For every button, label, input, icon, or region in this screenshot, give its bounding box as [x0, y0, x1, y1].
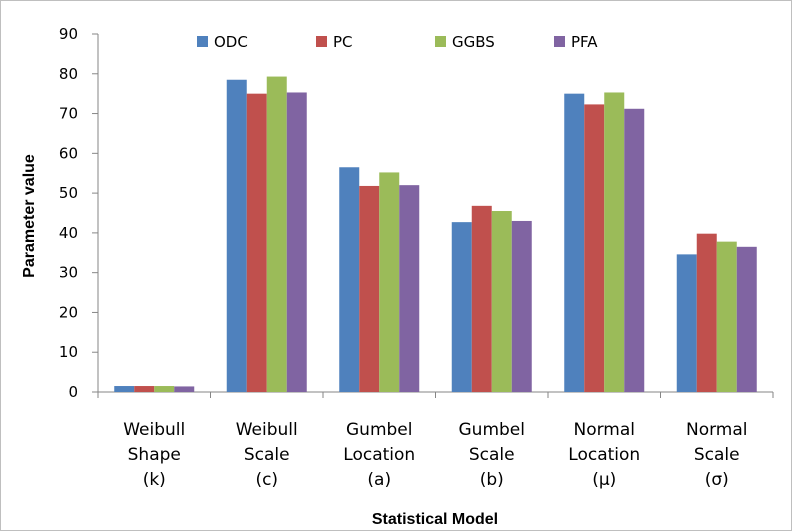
legend-label-ggbs: GGBS — [452, 33, 495, 51]
legend: ODC PC GGBS PFA — [197, 33, 598, 51]
x-category-label: Normal Scale (σ) — [686, 420, 748, 490]
bar-pfa-1 — [286, 92, 307, 393]
bar-pfa-0 — [174, 386, 195, 392]
bar-odc-5 — [676, 254, 697, 392]
y-tick-label: 10 — [59, 343, 78, 361]
bar-pc-1 — [246, 93, 267, 393]
x-category-label: Normal Location (μ) — [568, 420, 640, 490]
bar-pc-3 — [471, 205, 492, 392]
legend-swatch-pc — [316, 36, 327, 47]
bar-odc-3 — [451, 222, 472, 392]
y-tick-label: 0 — [68, 383, 78, 401]
x-category-label: Gumbel Location (a) — [343, 420, 415, 490]
bar-odc-1 — [226, 79, 247, 392]
bar-pfa-5 — [736, 246, 757, 392]
bar-odc-4 — [564, 93, 585, 393]
y-tick-label: 80 — [59, 65, 78, 83]
bar-pc-4 — [584, 104, 605, 392]
bar-ggbs-5 — [716, 241, 737, 392]
legend-swatch-pfa — [554, 36, 565, 47]
y-tick-label: 70 — [59, 105, 78, 123]
axes — [92, 33, 774, 398]
bar-pfa-3 — [511, 220, 532, 392]
x-category-label: Gumbel Scale (b) — [459, 420, 525, 490]
y-tick-label: 90 — [59, 25, 78, 43]
bar-pc-2 — [359, 185, 380, 392]
bar-ggbs-1 — [266, 76, 287, 392]
bar-ggbs-4 — [604, 92, 625, 393]
legend-swatch-ggbs — [435, 36, 446, 47]
legend-label-pfa: PFA — [571, 33, 598, 51]
y-tick-label: 50 — [59, 184, 78, 202]
x-category-label: Weibull Shape (k) — [123, 420, 185, 490]
x-axis-title: Statistical Model — [372, 511, 498, 528]
legend-label-odc: ODC — [214, 33, 248, 51]
bars — [114, 76, 757, 393]
bar-pfa-2 — [399, 185, 420, 392]
y-tick-label: 40 — [59, 224, 78, 242]
bar-pfa-4 — [624, 108, 645, 392]
x-category-label: Weibull Scale (c) — [236, 420, 298, 490]
y-axis-title: Parameter value — [21, 154, 38, 278]
bar-odc-2 — [339, 167, 360, 392]
bar-pc-0 — [134, 386, 155, 392]
bar-pc-5 — [696, 233, 717, 392]
bar-odc-0 — [114, 386, 135, 392]
y-tick-label: 20 — [59, 303, 78, 321]
bar-ggbs-0 — [154, 386, 175, 392]
bar-ggbs-3 — [491, 211, 512, 392]
legend-label-pc: PC — [333, 33, 353, 51]
y-tick-label: 60 — [59, 144, 78, 162]
y-tick-label: 30 — [59, 264, 78, 282]
legend-swatch-odc — [197, 36, 208, 47]
axis-labels: 0 10 20 30 40 50 60 70 80 90 Weibull Shape (k) Weibul… — [59, 25, 748, 490]
bar-ggbs-2 — [379, 172, 400, 392]
